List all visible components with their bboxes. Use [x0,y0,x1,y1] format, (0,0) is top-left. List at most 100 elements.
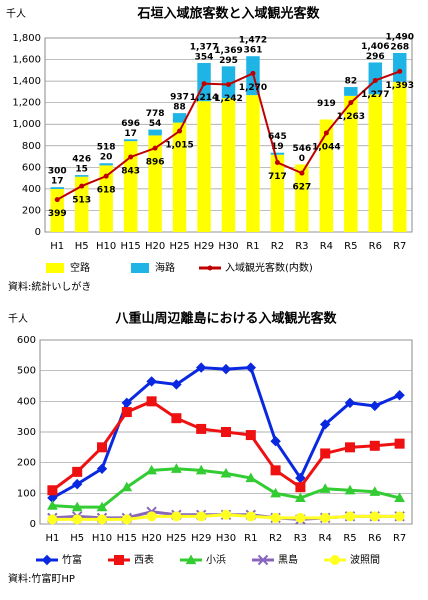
marker [274,159,280,165]
bar [197,101,211,232]
bar [50,188,64,232]
bar [344,87,358,96]
legend-label: 海路 [155,261,175,274]
value-label: 15 [75,165,88,175]
marker [114,555,124,565]
marker [320,448,331,459]
x-tick-label: H5 [75,241,89,252]
value-label: 354 [195,53,214,63]
y-tick-label: 0 [35,227,41,238]
value-label: 919 [317,99,336,109]
marker [196,423,207,434]
marker [295,512,306,523]
bar [295,164,309,232]
x-tick-label: R6 [369,241,382,252]
marker [196,511,207,522]
y-tick-label: 1,200 [12,98,41,109]
bar [123,141,138,232]
bar [172,122,187,232]
marker [245,511,256,522]
value-label: 1,490 [386,32,414,42]
marker [369,511,380,522]
x-tick-label: R5 [344,241,357,252]
value-label: 1,377 [190,43,218,53]
value-label: 1,472 [239,36,267,46]
marker [96,463,108,475]
y-tick-label: 100 [17,488,36,499]
marker [221,427,231,437]
marker [394,511,405,522]
marker [330,555,340,565]
marker [345,442,355,453]
legend-label: 西表 [134,553,154,566]
marker [146,376,157,387]
marker [79,183,85,189]
y-tick-label: 1,800 [12,33,41,44]
marker [320,512,331,523]
value-label: 546 [293,144,312,154]
marker [323,130,329,136]
value-label: 426 [72,155,91,165]
marker [345,511,355,522]
value-label: 296 [366,52,385,62]
value-label: 300 [48,167,67,177]
source: 資料:統計いしがき [8,280,91,293]
value-label: 518 [97,143,116,153]
value-label: 295 [219,56,238,66]
marker [72,514,83,525]
bar [270,152,285,155]
y-tick-label: 0 [30,519,36,530]
marker [171,413,182,424]
value-label: 54 [149,119,162,129]
x-tick-label: H15 [121,241,141,252]
x-tick-label: R1 [244,533,257,544]
marker [319,483,331,493]
marker [97,442,107,453]
marker [257,554,269,566]
marker [47,500,58,510]
y-tick-label: 200 [17,458,36,469]
x-tick-label: R3 [295,241,308,252]
marker [71,501,83,512]
marker [96,501,108,512]
marker [245,362,257,373]
value-label: 1,270 [239,83,267,93]
marker [295,492,306,503]
marker [270,435,281,447]
marker [270,465,281,476]
chart-title: 八重山周辺離島における入域観光客数 [114,311,337,327]
value-label: 778 [146,109,165,119]
y-tick-label: 200 [22,205,41,216]
legend-label: 竹富 [62,553,82,566]
value-label: 1,406 [361,42,389,52]
value-label: 627 [293,183,312,193]
x-tick-label: H29 [191,533,211,544]
x-tick-label: R6 [368,533,381,544]
value-label: 513 [72,196,91,206]
marker [71,478,83,490]
x-tick-label: H30 [216,533,236,544]
value-label: 937 [170,93,189,103]
marker [226,81,231,87]
value-label: 20 [100,153,113,163]
x-tick-label: R7 [393,533,406,544]
x-tick-label: R1 [246,241,259,252]
value-label: 88 [173,103,186,113]
marker [394,389,405,401]
bar [221,98,236,232]
unit-label: 千人 [8,313,28,325]
y-tick-label: 1,000 [12,119,41,130]
source: 資料:竹富町HP [8,572,75,585]
marker [397,68,403,74]
unit-label: 千人 [6,8,26,20]
value-label: 1,242 [214,94,242,104]
x-tick-label: R2 [269,533,282,544]
y-tick-label: 400 [17,396,36,407]
marker [152,145,158,151]
marker [195,362,207,373]
bar [50,187,64,189]
marker [171,379,182,390]
x-tick-label: H30 [218,241,238,252]
value-label: 268 [390,42,409,52]
marker [72,466,83,477]
